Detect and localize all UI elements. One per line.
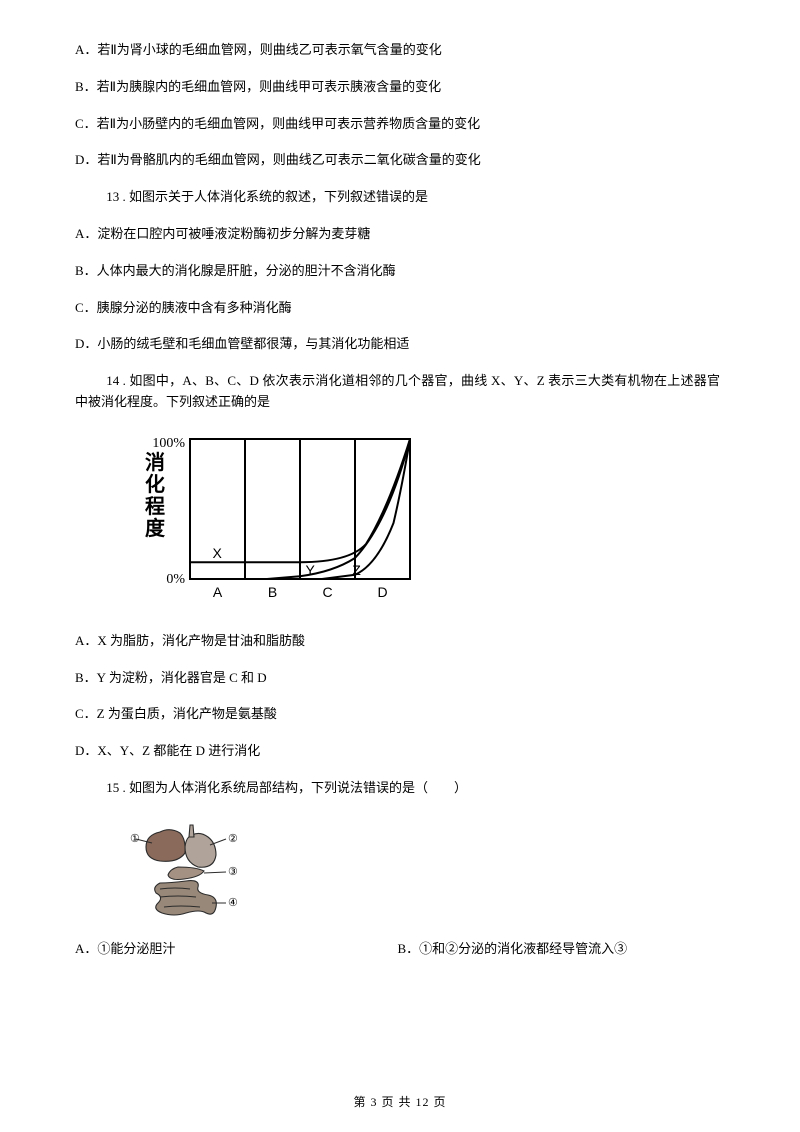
q12-option-c: C．若Ⅱ为小肠壁内的毛细血管网，则曲线甲可表示营养物质含量的变化 [75, 114, 720, 135]
svg-text:①: ① [130, 833, 140, 845]
q14-stem: 14 . 如图中，A、B、C、D 依次表示消化道相邻的几个器官，曲线 X、Y、Z… [75, 371, 720, 413]
q14-option-a: A．X 为脂肪，消化产物是甘油和脂肪酸 [75, 631, 720, 652]
svg-text:消: 消 [145, 450, 165, 474]
q12-option-b: B．若Ⅱ为胰腺内的毛细血管网，则曲线甲可表示胰液含量的变化 [75, 77, 720, 98]
q13-option-c: C．胰腺分泌的胰液中含有多种消化酶 [75, 298, 720, 319]
q13-stem: 13 . 如图示关于人体消化系统的叙述，下列叙述错误的是 [75, 187, 720, 208]
svg-text:C: C [322, 584, 332, 600]
svg-text:化: 化 [145, 472, 165, 496]
svg-text:Z: Z [352, 562, 361, 578]
q14-option-b: B．Y 为淀粉，消化器官是 C 和 D [75, 668, 720, 689]
q13-option-b: B．人体内最大的消化腺是肝脏，分泌的胆汁不含消化酶 [75, 261, 720, 282]
svg-text:D: D [377, 584, 387, 600]
svg-text:100%: 100% [152, 436, 185, 451]
svg-text:度: 度 [145, 516, 166, 540]
q13-option-d: D．小肠的绒毛壁和毛细血管壁都很薄，与其消化功能相适 [75, 334, 720, 355]
q13-option-a: A．淀粉在口腔内可被唾液淀粉酶初步分解为麦芽糖 [75, 224, 720, 245]
q14-option-d: D．X、Y、Z 都能在 D 进行消化 [75, 741, 720, 762]
q15-diagram: ① ② ③ ④ [130, 817, 720, 927]
q15-stem: 15 . 如图为人体消化系统局部结构，下列说法错误的是（ ） [75, 778, 720, 799]
svg-text:③: ③ [228, 866, 238, 878]
digestive-organs-svg: ① ② ③ ④ [130, 817, 245, 927]
q12-option-a: A．若Ⅱ为肾小球的毛细血管网，则曲线乙可表示氧气含量的变化 [75, 40, 720, 61]
svg-text:B: B [268, 584, 277, 600]
svg-text:程: 程 [145, 495, 165, 518]
svg-text:A: A [213, 584, 223, 600]
svg-text:X: X [213, 545, 223, 561]
svg-text:Y: Y [306, 562, 316, 578]
q14-option-c: C．Z 为蛋白质，消化产物是氨基酸 [75, 704, 720, 725]
q12-option-d: D．若Ⅱ为骨骼肌内的毛细血管网，则曲线乙可表示二氧化碳含量的变化 [75, 150, 720, 171]
q15-option-b: B．①和②分泌的消化液都经导管流入③ [398, 939, 721, 960]
svg-text:②: ② [228, 833, 238, 845]
q15-option-a: A．①能分泌胆汁 [75, 939, 398, 960]
page-footer: 第 3 页 共 12 页 [0, 1093, 800, 1112]
q14-chart: 100% 0% 消化程度 A B C D X Y Z [130, 429, 720, 619]
digestion-chart-svg: 100% 0% 消化程度 A B C D X Y Z [130, 429, 420, 619]
svg-text:④: ④ [228, 897, 238, 909]
svg-text:0%: 0% [166, 572, 185, 587]
